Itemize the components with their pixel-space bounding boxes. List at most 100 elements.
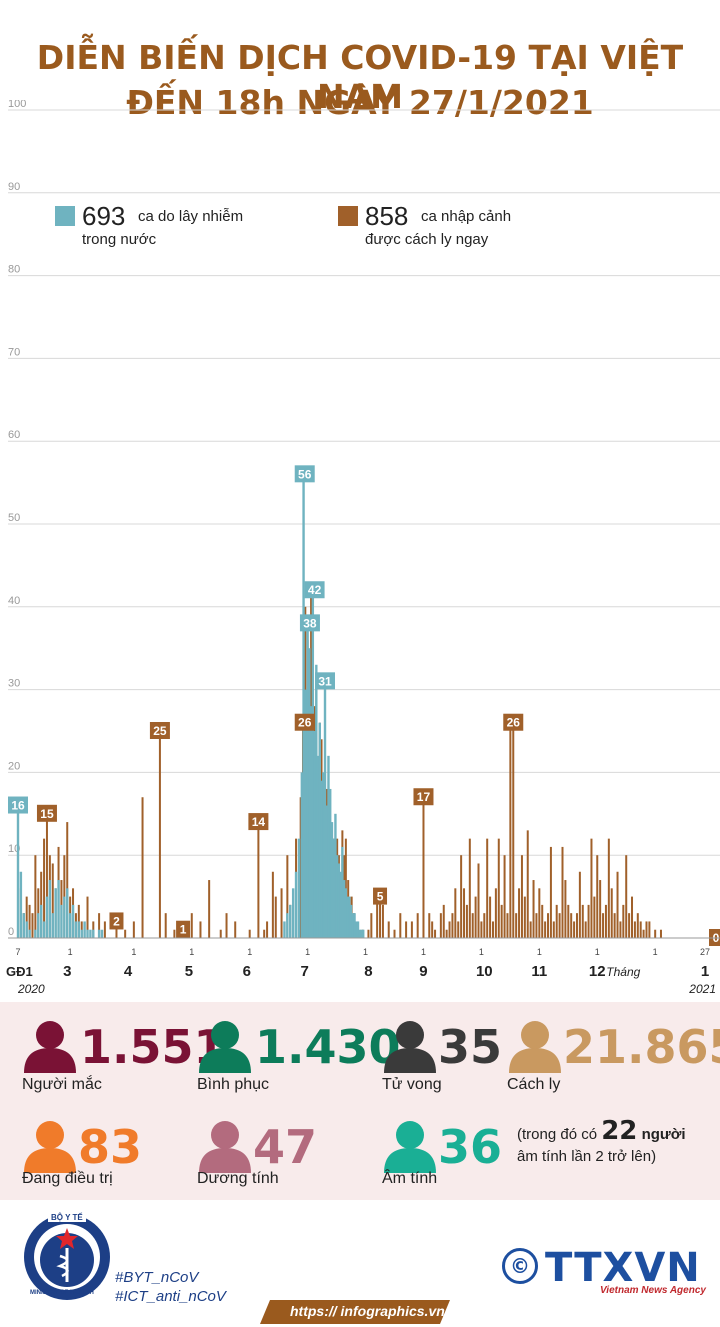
y-tick-label: 60 xyxy=(8,429,20,441)
domestic-bar xyxy=(77,921,81,938)
x-month-label: 10 xyxy=(476,963,493,980)
domestic-bar xyxy=(63,896,66,938)
domestic-bar xyxy=(335,855,339,938)
imported-data-label-box xyxy=(176,920,191,938)
stat-positive-label: Dương tính xyxy=(197,1170,279,1187)
imported-bar xyxy=(619,921,622,938)
imported-bar xyxy=(31,913,34,938)
imported-bar xyxy=(379,896,382,938)
imported-bar xyxy=(503,855,506,938)
domestic-bar xyxy=(356,921,360,938)
imported-bar xyxy=(442,904,445,938)
imported-bar xyxy=(564,880,567,938)
x-day-label: 1 xyxy=(421,947,426,957)
domestic-bar xyxy=(54,888,57,938)
moh-top-text: BỘ Y TẾ xyxy=(48,1213,86,1222)
imported-bar xyxy=(532,880,535,938)
legend-text: ca do lây nhiễm xyxy=(138,208,243,225)
x-month-label: 12 xyxy=(589,963,606,980)
imported-bar xyxy=(263,929,266,938)
legend-text: trong nước xyxy=(82,231,157,248)
imported-bar xyxy=(434,929,437,938)
imported-data-label: 14 xyxy=(252,815,266,829)
x-day-label: 7 xyxy=(15,947,20,957)
url-link[interactable]: https:// infographics.vn xyxy=(290,1303,445,1319)
imported-data-label-box xyxy=(109,912,124,930)
x-month-label: GĐ1 xyxy=(6,964,33,979)
domestic-bar xyxy=(332,838,335,938)
x-day-label: 1 xyxy=(305,947,310,957)
domestic-bar xyxy=(351,913,355,938)
stat-quarantine-label: Cách ly xyxy=(507,1076,561,1093)
imported-bar xyxy=(28,904,31,938)
person-icon xyxy=(384,1121,436,1173)
legend-value: 693 xyxy=(82,201,125,231)
x-day-label: 1 xyxy=(247,947,252,957)
domestic-bar xyxy=(308,648,311,938)
stat-positive-value: 47 xyxy=(253,1120,318,1174)
domestic-bar xyxy=(97,929,101,938)
imported-bar xyxy=(648,921,651,938)
imported-bar xyxy=(552,921,555,938)
x-month-label: 5 xyxy=(185,963,193,980)
imported-bar xyxy=(381,904,384,938)
y-tick-label: 80 xyxy=(8,264,20,276)
domestic-bar xyxy=(286,913,289,938)
domestic-bar xyxy=(334,813,337,938)
imported-bar xyxy=(190,913,193,938)
imported-bar xyxy=(604,904,607,938)
x-day-label: 1 xyxy=(479,947,484,957)
domestic-bar xyxy=(19,871,23,938)
stat-recovered-label: Bình phục xyxy=(197,1076,270,1093)
domestic-bar xyxy=(318,722,321,938)
imported-bar xyxy=(529,921,532,938)
domestic-bar xyxy=(360,929,363,938)
imported-bar xyxy=(584,921,587,938)
imported-data-label-box xyxy=(149,722,170,739)
legend-text: ca nhập cảnh xyxy=(421,208,511,225)
domestic-bar xyxy=(60,904,63,938)
legend-text: được cách ly ngay xyxy=(365,231,489,248)
imported-bar xyxy=(520,855,523,938)
domestic-bar xyxy=(48,880,52,938)
domestic-bar xyxy=(315,664,318,938)
stat-recovered-value: 1.430 xyxy=(255,1020,401,1074)
domestic-bar xyxy=(358,929,361,938)
x-month-label: 6 xyxy=(243,963,251,980)
imported-bar xyxy=(567,904,570,938)
year-start-label: 2020 xyxy=(17,982,45,996)
imported-bar xyxy=(431,921,434,938)
imported-bar xyxy=(376,896,379,938)
domestic-data-label-box xyxy=(8,796,28,814)
person-icon xyxy=(509,1021,561,1073)
imported-bar xyxy=(234,921,237,938)
domestic-bar xyxy=(355,921,358,938)
domestic-data-label: 42 xyxy=(308,583,322,597)
imported-bar xyxy=(225,913,228,938)
imported-bar xyxy=(570,913,573,938)
ttxvn-logo: TTXVN xyxy=(545,1245,701,1291)
note-number: 22 xyxy=(601,1116,638,1146)
hashtags: #BYT_nCoV #ICT_anti_nCoV xyxy=(115,1268,226,1306)
x-day-label: 1 xyxy=(68,947,73,957)
imported-bar xyxy=(141,797,144,938)
ministry-of-health-logo xyxy=(24,1214,110,1300)
domestic-bar xyxy=(283,921,286,938)
y-tick-label: 70 xyxy=(8,346,20,358)
imported-bar xyxy=(468,838,471,938)
x-month-label: 9 xyxy=(419,963,427,980)
imported-bar xyxy=(581,904,584,938)
imported-bar xyxy=(66,822,69,938)
hashtag-2[interactable]: #ICT_anti_nCoV xyxy=(115,1288,226,1305)
domestic-bar xyxy=(294,871,298,938)
x-day-label: 1 xyxy=(595,947,600,957)
imported-bar xyxy=(628,913,631,938)
imported-bar xyxy=(610,888,613,938)
imported-bar xyxy=(497,838,500,938)
hashtag-1[interactable]: #BYT_nCoV xyxy=(115,1269,199,1286)
imported-bar xyxy=(465,904,468,938)
domestic-data-label-box xyxy=(294,465,315,483)
imported-bar xyxy=(633,921,636,938)
y-tick-label: 90 xyxy=(8,181,20,193)
stat-treating-value: 83 xyxy=(78,1120,143,1174)
